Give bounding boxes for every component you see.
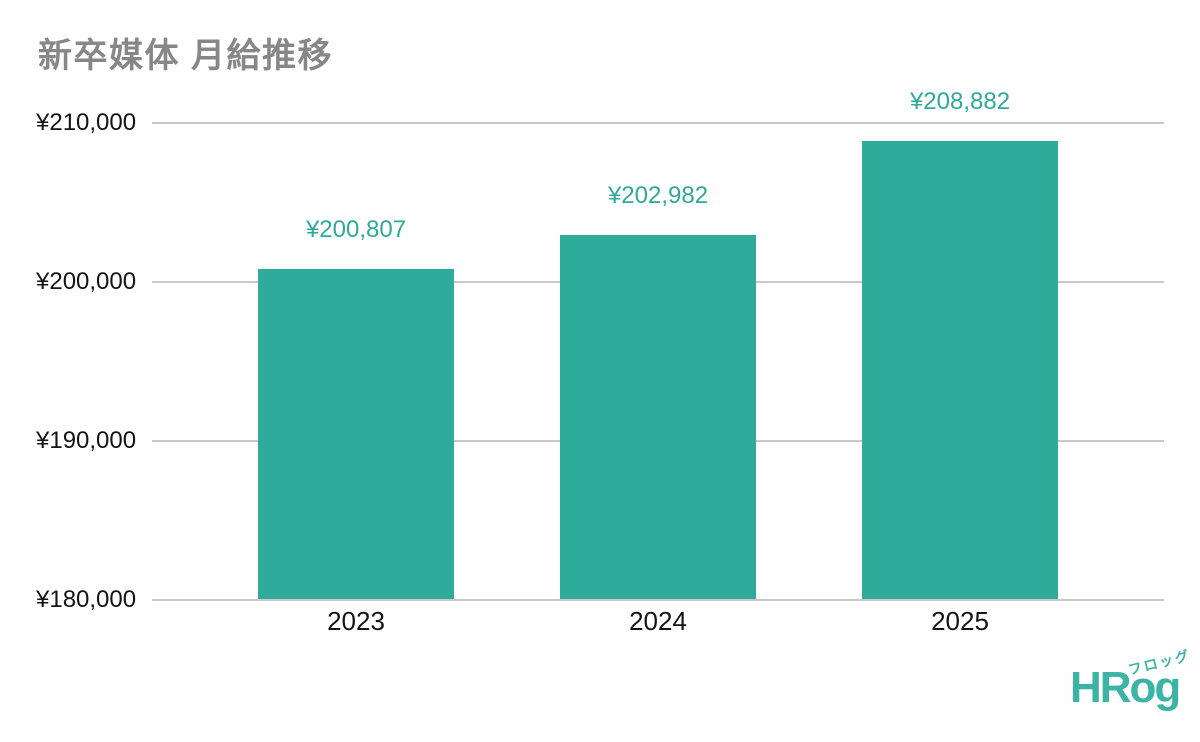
bar-value-label-2023: ¥200,807 — [305, 216, 407, 243]
x-axis-line — [152, 599, 1164, 601]
y-axis-label: ¥190,000 — [36, 427, 137, 454]
bar-2023 — [258, 269, 454, 600]
bar-2024 — [560, 235, 756, 600]
chart-title: 新卒媒体 月給推移 — [38, 37, 333, 75]
bar-value-label-2025: ¥208,882 — [909, 88, 1011, 115]
bar-value-label-2024: ¥202,982 — [607, 182, 709, 209]
gridline — [152, 122, 1164, 124]
bar-2025 — [862, 141, 1058, 600]
x-axis-label-2023: 2023 — [327, 606, 385, 636]
x-axis-label-2025: 2025 — [931, 606, 989, 636]
hrog-logo: フロッグ HRog — [1060, 647, 1195, 738]
logo-wordmark: HRog — [1070, 663, 1181, 712]
x-axis-label-2024: 2024 — [629, 606, 687, 636]
y-axis-label: ¥180,000 — [36, 586, 137, 613]
y-axis-label: ¥210,000 — [36, 109, 137, 136]
y-axis-label: ¥200,000 — [36, 268, 137, 295]
